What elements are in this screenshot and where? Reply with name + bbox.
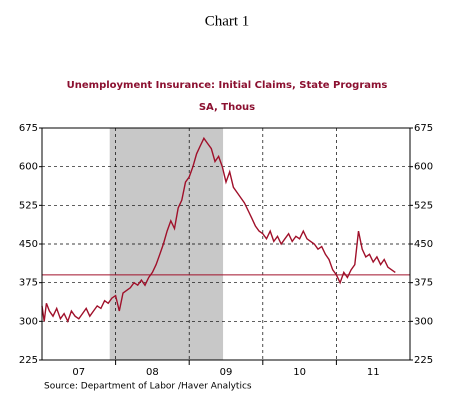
y2-tick-label: 450 — [414, 239, 433, 250]
y-tick-label: 525 — [19, 200, 38, 211]
y2-tick-label: 225 — [414, 355, 433, 366]
y-tick-label: 600 — [19, 162, 38, 173]
x-tick-label: 08 — [146, 367, 159, 378]
chart-subtitle: Unemployment Insurance: Initial Claims, … — [67, 80, 388, 91]
units-label: SA, Thous — [199, 102, 255, 113]
x-tick-label: 09 — [220, 367, 233, 378]
x-tick-label: 10 — [293, 367, 306, 378]
y-tick-label: 450 — [19, 239, 38, 250]
y2-tick-label: 675 — [414, 123, 433, 134]
y-tick-label: 675 — [19, 123, 38, 134]
source-note: Source: Department of Labor /Haver Analy… — [44, 382, 252, 392]
y-tick-label: 375 — [19, 278, 38, 289]
y2-tick-label: 300 — [414, 316, 433, 327]
x-tick-label: 11 — [367, 367, 380, 378]
y-tick-label: 225 — [19, 355, 38, 366]
y-tick-label: 300 — [19, 316, 38, 327]
chart-title: Chart 1 — [205, 13, 250, 29]
data-line — [41, 136, 396, 324]
plot-frame — [41, 127, 411, 361]
y2-tick-label: 525 — [414, 200, 433, 211]
x-tick-label: 07 — [72, 367, 85, 378]
y2-tick-label: 375 — [414, 278, 433, 289]
y2-tick-label: 600 — [414, 162, 433, 173]
